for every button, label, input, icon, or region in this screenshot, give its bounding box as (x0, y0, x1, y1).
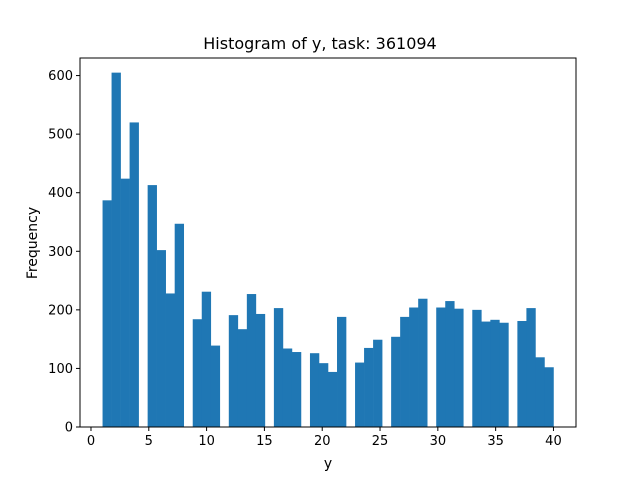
histogram-bar (337, 316, 347, 427)
histogram-bar (481, 321, 491, 427)
x-axis-ticks: 0 5 10 15 20 25 30 35 40 (87, 427, 562, 449)
x-tick-label: 10 (198, 434, 215, 449)
histogram-bar (291, 352, 302, 427)
histogram-bar (237, 329, 248, 427)
x-tick-label: 5 (145, 434, 153, 449)
histogram-bar (282, 348, 293, 427)
histogram-bar (364, 347, 374, 427)
histogram-bar (373, 339, 383, 427)
histogram-bar (454, 308, 464, 427)
histogram-bar (328, 371, 338, 427)
y-tick-label: 600 (48, 69, 73, 84)
x-tick-label: 20 (314, 434, 331, 449)
x-tick-label: 30 (430, 434, 447, 449)
histogram-bar (174, 223, 185, 427)
x-tick-label: 0 (87, 434, 95, 449)
histogram-bar (273, 308, 284, 427)
histogram-bar (192, 319, 203, 427)
y-tick-label: 0 (65, 421, 73, 436)
histogram-bar (156, 250, 166, 427)
histogram-bar (165, 293, 175, 427)
y-tick-label: 200 (48, 303, 73, 318)
x-tick-label: 40 (545, 434, 562, 449)
chart-title: Histogram of y, task: 361094 (203, 34, 436, 53)
histogram-bar (490, 319, 500, 427)
histogram-bar (517, 320, 527, 427)
histogram-bar (102, 200, 112, 427)
histogram-bar (246, 294, 257, 427)
y-tick-label: 500 (48, 128, 73, 143)
y-tick-label: 300 (48, 245, 73, 260)
histogram-bar (111, 72, 121, 427)
histogram-bar (436, 307, 446, 427)
histogram-bar (228, 315, 239, 427)
histogram-bar (499, 322, 509, 427)
histogram-bar (445, 301, 455, 427)
histogram-bar (544, 367, 554, 427)
x-tick-label: 15 (256, 434, 273, 449)
y-tick-label: 100 (48, 362, 73, 377)
y-tick-label: 400 (48, 186, 73, 201)
histogram-bar (409, 307, 419, 427)
plot-frame (79, 57, 577, 428)
histogram-bar (318, 363, 329, 427)
histogram-bar (472, 309, 482, 427)
x-tick-label: 25 (372, 434, 389, 449)
histogram-bar (535, 357, 545, 427)
histogram-bar (400, 316, 410, 427)
histogram-bar (526, 308, 536, 427)
histogram-bar (309, 353, 320, 427)
histogram-bar (201, 291, 212, 427)
y-axis-ticks: 0 100 200 300 400 500 600 (48, 69, 80, 436)
x-tick-label: 35 (487, 434, 504, 449)
y-axis-label: Frequency (25, 207, 41, 279)
histogram-bar (147, 185, 157, 427)
bars-group (102, 72, 554, 428)
histogram-bar (418, 298, 428, 427)
histogram-bar (255, 313, 266, 427)
histogram-bar (120, 178, 130, 427)
histogram-bar (391, 336, 401, 427)
x-axis-label: y (324, 456, 332, 472)
histogram-bar (355, 362, 365, 427)
histogram-bar (210, 345, 221, 427)
histogram-bar (129, 122, 139, 428)
